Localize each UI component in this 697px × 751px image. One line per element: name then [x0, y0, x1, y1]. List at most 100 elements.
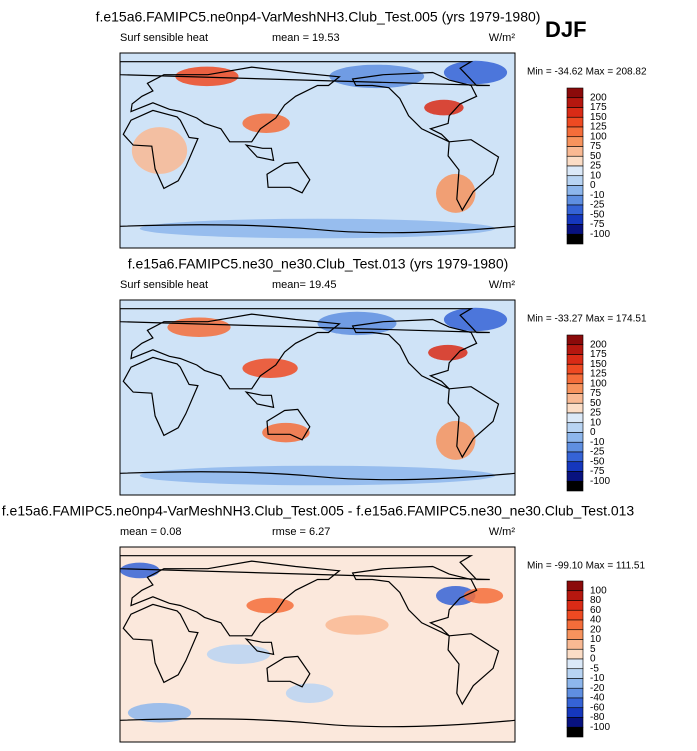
map-field [424, 99, 464, 116]
colorbar-label: -50 [590, 209, 605, 220]
colorbar-label: 200 [590, 339, 607, 350]
coastline [351, 565, 478, 637]
colorbar-box [566, 383, 584, 394]
map-field [436, 586, 476, 606]
coastline [122, 356, 199, 437]
coastline [120, 308, 490, 334]
colorbar-box [566, 629, 584, 640]
map-frame [119, 546, 516, 743]
coastline [447, 633, 500, 706]
colorbar-label: 10 [590, 170, 602, 181]
panel-middle-label: rmse = 6.27 [272, 526, 330, 538]
colorbar-box [566, 224, 584, 235]
map-field [443, 307, 508, 332]
colorbar-label: -25 [590, 447, 605, 458]
colorbar-label: -40 [590, 693, 605, 704]
panel-minmax: Min = -34.62 Max = 208.82 [527, 67, 647, 78]
panel-units: W/m² [489, 32, 516, 44]
colorbar-label: 25 [590, 161, 602, 172]
colorbar-box [566, 204, 584, 216]
panel-minmax: Min = -99.10 Max = 111.51 [527, 561, 645, 572]
colorbar-box [566, 126, 584, 138]
colorbar-box [566, 402, 584, 414]
panel-left-label: Surf sensible heat [120, 279, 208, 291]
colorbar-box [566, 185, 584, 196]
colorbar-label: 100 [590, 131, 607, 142]
colorbar-box [566, 697, 584, 709]
coastline [351, 318, 478, 390]
coastline [120, 718, 515, 728]
colorbar-label: 150 [590, 359, 607, 370]
coastline [130, 313, 341, 390]
map-field [246, 597, 294, 614]
colorbar-box [566, 87, 584, 99]
map-field [167, 317, 231, 338]
colorbar-box [566, 165, 584, 177]
map [119, 52, 516, 249]
colorbar-label: 125 [590, 369, 607, 380]
colorbar-box [566, 639, 584, 650]
colorbar-box [566, 146, 584, 157]
colorbar-box [566, 116, 584, 128]
coastline [244, 144, 275, 162]
map [119, 299, 516, 496]
map [119, 546, 516, 743]
colorbar-box [566, 107, 584, 118]
map-frame [119, 52, 516, 249]
coastline [122, 603, 199, 684]
colorbar-box [566, 678, 584, 689]
colorbar-box [566, 373, 584, 385]
map-field [131, 127, 188, 174]
panel-title: f.e15a6.FAMIPC5.ne30_ne30.Club_Test.013 … [128, 256, 509, 272]
map-field [443, 60, 508, 85]
colorbar-label: 10 [590, 634, 602, 645]
colorbar-box [566, 451, 584, 463]
coastline [120, 224, 515, 234]
map-field [329, 64, 425, 89]
colorbar-label: 5 [590, 644, 596, 655]
colorbar-label: 75 [590, 388, 602, 399]
coastline [130, 66, 341, 143]
coastline [351, 71, 478, 143]
colorbar-box [566, 687, 584, 699]
colorbar-label: 150 [590, 112, 607, 123]
colorbar-label: 0 [590, 427, 596, 438]
colorbar-label: 100 [590, 585, 607, 596]
panel-units: W/m² [489, 526, 516, 538]
colorbar-box [566, 726, 584, 738]
colorbar-box [566, 432, 584, 443]
panel-units: W/m² [489, 279, 516, 291]
map-frame [119, 299, 516, 496]
colorbar-box [566, 344, 584, 355]
colorbar-label: -20 [590, 683, 605, 694]
colorbar-label: 20 [590, 624, 602, 635]
colorbar-label: 200 [590, 92, 607, 103]
colorbar-label: 80 [590, 595, 602, 606]
map-field [285, 683, 334, 703]
panel-title: f.e15a6.FAMIPC5.ne0np4-VarMeshNH3.Club_T… [2, 503, 635, 519]
map-field [139, 218, 496, 239]
colorbar-label: 25 [590, 408, 602, 419]
map-content [120, 300, 515, 495]
colorbar-label: 100 [590, 378, 607, 389]
colorbar-label: 0 [590, 180, 596, 191]
colorbar-label: -10 [590, 673, 605, 684]
colorbar-box [566, 422, 584, 433]
colorbar-label: 10 [590, 417, 602, 428]
colorbar-box [566, 175, 584, 186]
map-content [120, 547, 515, 742]
coastline [266, 655, 311, 688]
map-field [139, 465, 496, 486]
colorbar-label: 125 [590, 122, 607, 133]
colorbar-box [566, 590, 584, 601]
colorbar-box [566, 471, 584, 482]
colorbar-box [566, 717, 584, 728]
map-field [463, 587, 504, 604]
colorbar-label: 50 [590, 398, 602, 409]
panel-left-label: Surf sensible heat [120, 32, 208, 44]
panel-middle-label: mean= 19.45 [272, 279, 337, 291]
map-field [436, 420, 476, 460]
colorbar-box [566, 648, 584, 660]
colorbar-box [566, 658, 584, 670]
